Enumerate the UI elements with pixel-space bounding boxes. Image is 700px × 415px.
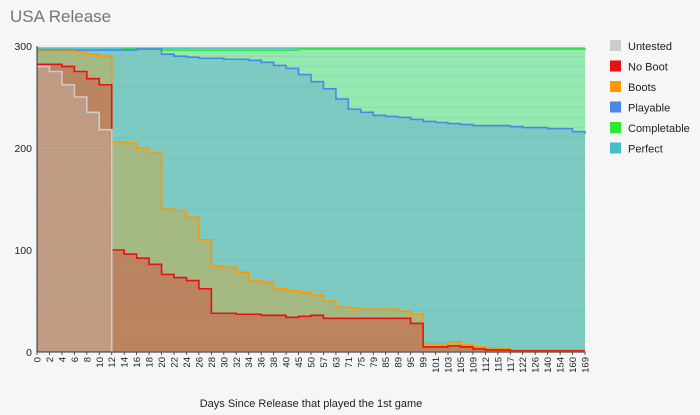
x-tick-label: 57 [319, 357, 330, 368]
x-tick-label: 109 [468, 357, 479, 373]
x-tick-label: 6 [70, 357, 81, 362]
x-tick-label: 126 [531, 357, 542, 373]
x-tick-label: 0 [33, 357, 44, 362]
legend: Untested No Boot Boots Playable Completable P… [610, 40, 690, 156]
x-tick-label: 79 [369, 357, 380, 368]
area-no-boot [37, 64, 585, 353]
x-tick-label: 34 [244, 357, 255, 368]
x-tick-label: 112 [481, 357, 492, 372]
area-untested [37, 66, 585, 353]
x-tick-label: 40 [282, 357, 293, 368]
legend-swatch-boots [610, 81, 621, 92]
x-tick-label: 169 [581, 357, 592, 373]
x-tick-label: 14 [120, 357, 131, 368]
series-line-boots [37, 50, 585, 351]
y-tick-label: 0 [26, 347, 32, 359]
x-tick-label: 10 [95, 357, 106, 368]
x-tick-label: 105 [456, 357, 467, 373]
x-tick-label: 18 [145, 357, 156, 368]
x-tick-label: 50 [307, 357, 318, 368]
x-tick-label: 26 [194, 357, 205, 368]
x-tick-label: 30 [219, 357, 230, 368]
x-tick-label: 12 [107, 357, 118, 368]
x-tick-label: 122 [518, 357, 529, 373]
x-axis-label: Days Since Release that played the 1st g… [200, 398, 423, 410]
x-tick-label: 85 [381, 357, 392, 368]
x-tick-label: 89 [394, 357, 405, 368]
legend-label-perfect: Perfect [628, 144, 663, 156]
legend-label-boots: Boots [628, 82, 657, 94]
legend-swatch-completable [610, 122, 621, 133]
y-tick-label: 200 [14, 143, 32, 155]
x-tick-label: 28 [207, 357, 218, 368]
legend-label-no-boot: No Boot [628, 62, 668, 74]
x-tick-label: 2 [45, 357, 56, 362]
x-tick-label: 154 [556, 357, 567, 373]
series-line-no-boot [37, 63, 585, 352]
series-line-completable [37, 48, 586, 51]
x-tick-label: 45 [294, 357, 305, 368]
x-tick-label: 115 [493, 357, 504, 372]
legend-swatch-perfect [610, 142, 621, 154]
y-tick-label: 100 [14, 245, 32, 257]
legend-swatch-playable [610, 101, 621, 113]
x-tick-label: 20 [157, 357, 168, 368]
plot-background [37, 46, 585, 352]
series-line-playable [37, 48, 586, 134]
x-tick-label: 63 [331, 357, 342, 368]
x-tick-label: 75 [356, 357, 367, 368]
x-tick-label: 32 [232, 357, 243, 368]
x-tick-label: 22 [170, 357, 181, 368]
legend-swatch-no-boot [610, 60, 621, 72]
x-tick-label: 4 [57, 357, 68, 362]
legend-label-completable: Completable [628, 123, 690, 135]
x-tick-label: 36 [257, 357, 268, 368]
x-tick-label: 95 [406, 357, 417, 368]
x-tick-label: 160 [568, 357, 579, 373]
x-tick-label: 99 [419, 357, 430, 368]
x-tick-label: 101 [431, 357, 442, 373]
y-tick-label: 300 [14, 41, 32, 53]
legend-swatch-untested [610, 40, 621, 51]
chart-title: USA Release [10, 7, 111, 26]
x-tick-label: 38 [269, 357, 280, 368]
x-tick-label: 71 [344, 357, 355, 368]
x-tick-label: 140 [543, 357, 554, 373]
legend-label-untested: Untested [628, 41, 672, 53]
x-tick-label: 8 [82, 357, 93, 362]
x-tick-label: 24 [182, 357, 193, 368]
x-tick-label: 117 [506, 357, 517, 372]
legend-label-playable: Playable [628, 103, 670, 115]
x-tick-label: 16 [132, 357, 143, 368]
x-tick-label: 103 [444, 357, 455, 373]
